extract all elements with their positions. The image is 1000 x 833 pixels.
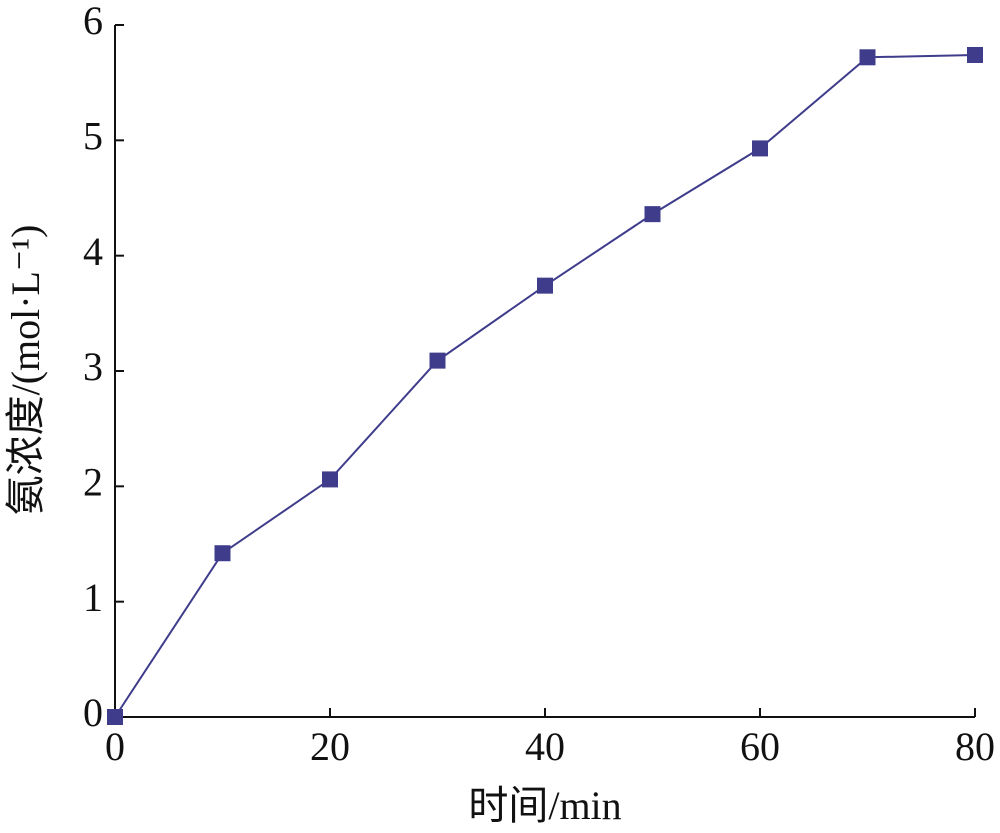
point	[322, 471, 338, 488]
y-axis-label: 氨浓度/(mol·L⁻¹)	[3, 225, 48, 516]
point	[107, 709, 123, 725]
point	[859, 49, 876, 66]
point	[752, 140, 768, 157]
point	[537, 277, 553, 294]
y-tick-label: 6	[83, 0, 103, 43]
point	[644, 206, 661, 223]
x-axis-label: 时间/min	[468, 783, 621, 828]
point	[214, 545, 231, 562]
x-tick-label: 0	[105, 724, 125, 769]
x-tick-label: 40	[525, 724, 565, 769]
x-tick-label: 60	[740, 724, 780, 769]
y-tick-label: 2	[83, 460, 103, 505]
x-tick-label: 20	[310, 724, 350, 769]
y-tick-label: 1	[83, 575, 103, 620]
y-tick-label: 3	[83, 344, 103, 389]
y-tick-label: 0	[83, 690, 103, 735]
series-line	[114, 53, 976, 718]
point	[967, 46, 983, 63]
x-tick-label: 80	[955, 724, 995, 769]
y-tick-label: 5	[83, 114, 103, 159]
y-tick-label: 4	[83, 229, 103, 274]
point	[429, 352, 446, 369]
